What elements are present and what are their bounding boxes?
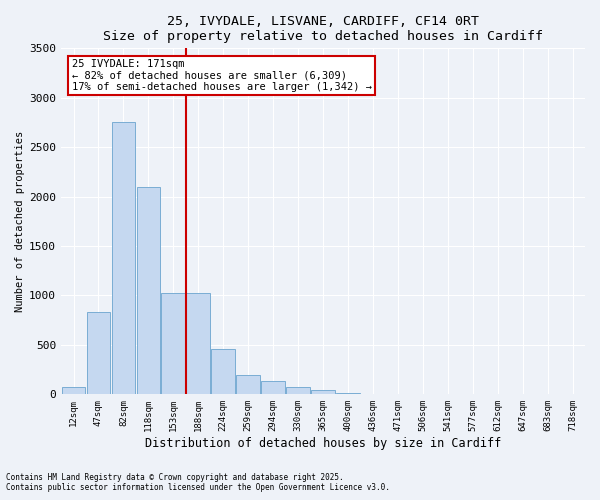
Bar [311,390,335,394]
Text: Contains HM Land Registry data © Crown copyright and database right 2025.
Contai: Contains HM Land Registry data © Crown c… [6,473,390,492]
Bar [62,388,85,394]
Bar [86,312,110,394]
Bar [161,294,185,394]
Bar [211,349,235,395]
Bar [112,122,135,394]
Bar [137,186,160,394]
Bar [286,388,310,394]
Text: 25 IVYDALE: 171sqm
← 82% of detached houses are smaller (6,309)
17% of semi-deta: 25 IVYDALE: 171sqm ← 82% of detached hou… [71,58,371,92]
Bar [236,374,260,394]
Bar [187,294,210,394]
Y-axis label: Number of detached properties: Number of detached properties [15,130,25,312]
Bar [261,382,285,394]
X-axis label: Distribution of detached houses by size in Cardiff: Distribution of detached houses by size … [145,437,501,450]
Title: 25, IVYDALE, LISVANE, CARDIFF, CF14 0RT
Size of property relative to detached ho: 25, IVYDALE, LISVANE, CARDIFF, CF14 0RT … [103,15,543,43]
